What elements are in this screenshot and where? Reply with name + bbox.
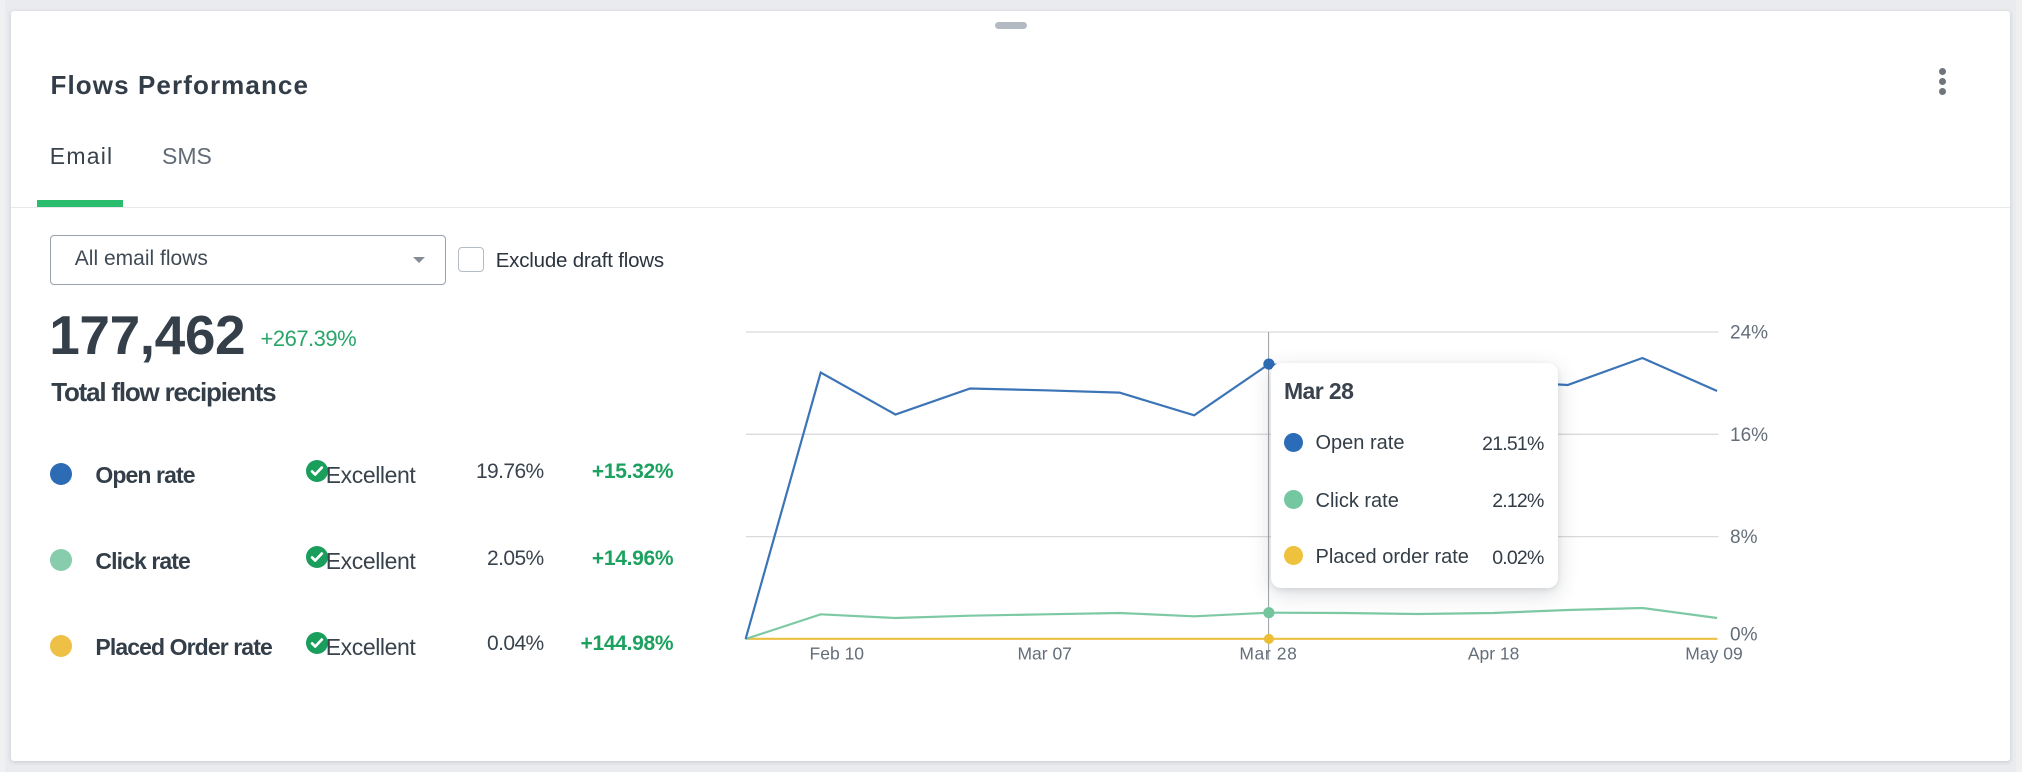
svg-text:May 09: May 09 [1685,644,1742,664]
svg-text:16%: 16% [1730,425,1768,446]
svg-text:Mar 28: Mar 28 [1239,644,1297,664]
svg-text:Feb 10: Feb 10 [810,644,865,664]
svg-text:8%: 8% [1730,527,1758,548]
svg-text:24%: 24% [1730,323,1768,344]
svg-text:0%: 0% [1730,625,1758,646]
svg-text:Apr 18: Apr 18 [1468,644,1520,664]
svg-text:Mar 07: Mar 07 [1017,644,1071,664]
